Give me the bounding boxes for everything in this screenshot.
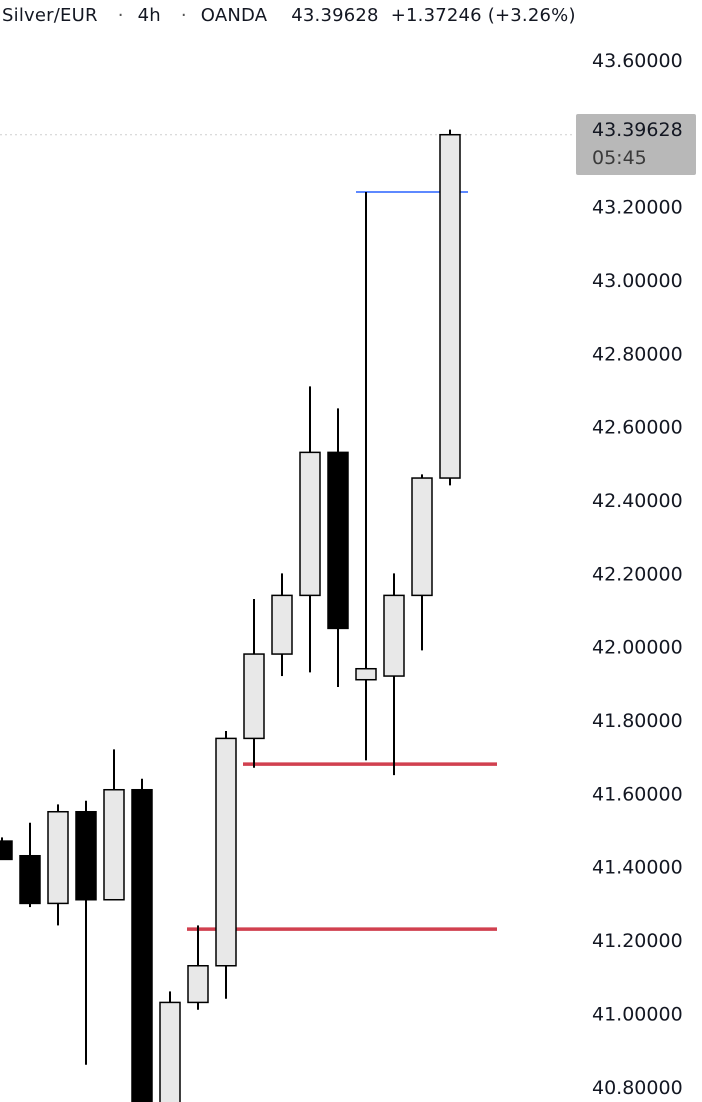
candle — [327, 408, 349, 688]
candle — [299, 386, 321, 673]
candle-body-down — [327, 451, 349, 630]
candle — [383, 573, 405, 776]
candle — [159, 991, 181, 1102]
candle-body-up — [271, 594, 293, 655]
candle — [131, 778, 153, 1102]
price-tick-label: 40.80000 — [592, 1077, 683, 1099]
symbol-name[interactable]: Silver/EUR — [2, 5, 98, 26]
price-change: +1.37246 (+3.26%) — [390, 5, 576, 26]
price-tick-label: 42.00000 — [592, 637, 683, 659]
candle-body-down — [19, 854, 41, 905]
candle — [75, 800, 97, 1065]
price-tick-label: 43.60000 — [592, 50, 683, 72]
last-price-tag: 43.39628 05:45 — [576, 114, 696, 175]
symbol-header: Silver/EUR · 4h · OANDA 43.39628 +1.37246 (+3… — [2, 5, 582, 26]
price-tick-label: 41.20000 — [592, 930, 683, 952]
last-price-tag-value: 43.39628 — [592, 119, 683, 141]
price-tick-label: 41.40000 — [592, 857, 683, 879]
candle-body-up — [187, 964, 209, 1004]
candle-body-up — [299, 451, 321, 597]
candle-body-down — [131, 788, 153, 1102]
candle-body-down — [0, 840, 13, 861]
price-tick-label: 41.80000 — [592, 710, 683, 732]
candle-body-up — [47, 810, 69, 905]
candle-body-up — [215, 737, 237, 967]
price-tick-label: 43.00000 — [592, 270, 683, 292]
price-tick-label: 42.40000 — [592, 490, 683, 512]
candle-body-up — [383, 594, 405, 677]
candle — [439, 129, 461, 486]
price-tick-label: 42.80000 — [592, 343, 683, 365]
separator-dot: · — [117, 5, 124, 26]
candle — [215, 731, 237, 999]
price-axis[interactable]: 43.60000 43.20000 43.00000 42.80000 42.60000… — [592, 50, 683, 1099]
bar-countdown: 05:45 — [592, 147, 647, 169]
candle — [355, 192, 377, 761]
price-tick-label: 41.60000 — [592, 783, 683, 805]
price-tick-label: 43.20000 — [592, 197, 683, 219]
candle — [271, 573, 293, 677]
price-tick-label: 41.00000 — [592, 1003, 683, 1025]
price-tick-label: 42.20000 — [592, 563, 683, 585]
candle — [47, 804, 69, 926]
candle-body-up — [159, 1001, 181, 1102]
price-tick-label: 42.60000 — [592, 417, 683, 439]
candle — [103, 749, 125, 901]
candle — [411, 474, 433, 651]
candle-body-up — [243, 653, 265, 740]
interval-label[interactable]: 4h — [137, 5, 161, 26]
candle — [243, 599, 265, 768]
candle-body-up — [439, 133, 461, 479]
candle — [187, 925, 209, 1010]
candle — [0, 837, 13, 861]
candles-layer — [0, 129, 461, 1102]
candle — [19, 822, 41, 908]
candle-body-down — [75, 810, 97, 901]
separator-dot: · — [180, 5, 187, 26]
source-label: OANDA — [200, 5, 268, 26]
candle-body-up — [355, 667, 377, 681]
candle-body-up — [103, 788, 125, 901]
last-price: 43.39628 — [291, 5, 379, 26]
candle-body-up — [411, 477, 433, 597]
